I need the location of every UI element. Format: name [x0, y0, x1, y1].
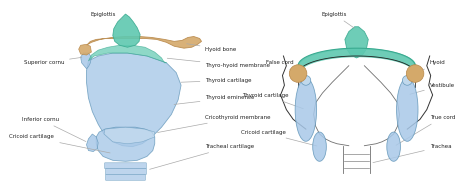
FancyBboxPatch shape — [106, 174, 146, 180]
Text: Vestibule: Vestibule — [410, 83, 455, 94]
Text: False cord: False cord — [265, 60, 303, 79]
Ellipse shape — [387, 132, 401, 161]
Text: Thyro-hyoid membrane: Thyro-hyoid membrane — [167, 58, 271, 68]
Polygon shape — [113, 14, 140, 47]
Text: Inferior cornu: Inferior cornu — [22, 117, 86, 142]
Polygon shape — [81, 53, 91, 69]
Text: Cricoid cartilage: Cricoid cartilage — [9, 135, 110, 153]
Text: Thyroid eminence: Thyroid eminence — [174, 95, 255, 104]
Polygon shape — [86, 36, 201, 48]
FancyBboxPatch shape — [106, 169, 146, 174]
Text: Epiglottis: Epiglottis — [321, 12, 354, 28]
Circle shape — [289, 65, 307, 82]
Polygon shape — [104, 127, 155, 144]
Text: Cricothyroid membrane: Cricothyroid membrane — [157, 115, 271, 132]
FancyBboxPatch shape — [105, 163, 146, 169]
Text: Thyroid cartilage: Thyroid cartilage — [181, 78, 252, 83]
Polygon shape — [96, 127, 155, 161]
Polygon shape — [86, 53, 181, 147]
Ellipse shape — [313, 132, 327, 161]
Text: Epiglottis: Epiglottis — [91, 12, 122, 19]
Text: True cord: True cord — [396, 115, 455, 145]
Circle shape — [406, 65, 424, 82]
Circle shape — [402, 75, 412, 85]
Text: Trachea: Trachea — [373, 144, 451, 163]
Text: Cricoid cartilage: Cricoid cartilage — [240, 130, 317, 146]
Ellipse shape — [397, 78, 418, 141]
Text: Hyoid bone: Hyoid bone — [187, 44, 237, 52]
Text: Tracheal cartilage: Tracheal cartilage — [150, 144, 255, 169]
Polygon shape — [89, 45, 166, 63]
Text: Thyroid cartilage: Thyroid cartilage — [242, 93, 303, 109]
Text: Hyoid: Hyoid — [418, 60, 446, 72]
Circle shape — [301, 75, 311, 85]
Polygon shape — [79, 44, 91, 55]
Polygon shape — [345, 27, 368, 58]
Text: Superior cornu: Superior cornu — [24, 57, 82, 65]
Ellipse shape — [295, 78, 317, 141]
Polygon shape — [86, 134, 98, 152]
